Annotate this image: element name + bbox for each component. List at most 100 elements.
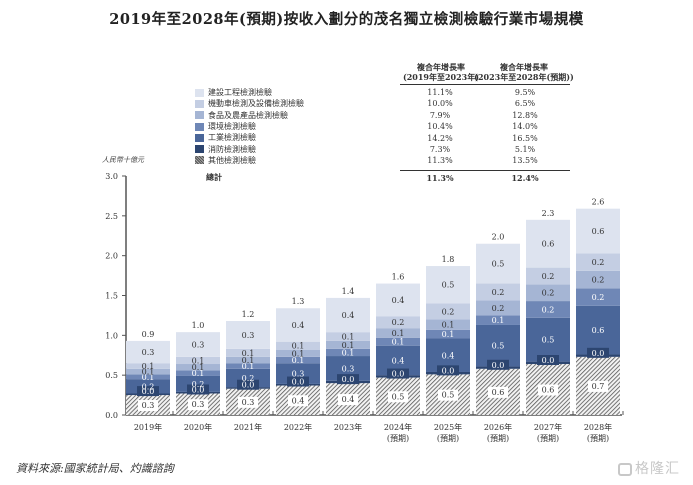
total-label: 1.4 xyxy=(342,287,355,296)
legend-label: 消防檢測檢驗 xyxy=(208,144,256,154)
bar-segment xyxy=(326,297,370,333)
bar-segment xyxy=(176,332,220,357)
segment-label: 0.2 xyxy=(592,276,605,285)
segment-label: 0.1 xyxy=(392,338,405,347)
segment-label: 0.0 xyxy=(492,361,505,370)
cagr-2019-2023-cell: 14.2% xyxy=(427,133,453,143)
bar-segment xyxy=(526,317,570,362)
segment-label: 0.1 xyxy=(292,349,305,358)
total-cagr-2019-2023: 11.3% xyxy=(426,173,454,183)
segment-label: 0.5 xyxy=(492,260,505,269)
bar-segment xyxy=(226,363,270,369)
bar-segment xyxy=(376,316,420,329)
bar-segment xyxy=(176,356,220,365)
watermark-logo-icon xyxy=(618,463,632,476)
label-bg xyxy=(138,400,158,412)
segment-label: 0.2 xyxy=(592,293,605,302)
segment-label: 0.2 xyxy=(492,288,505,297)
legend-swatch-environment xyxy=(195,122,204,131)
header-line2: (2019年至2023年) xyxy=(402,72,480,82)
segment-label: 0.0 xyxy=(542,356,555,365)
label-bg xyxy=(287,376,309,387)
y-axis-unit-label: 人民幣十億元 xyxy=(102,156,144,164)
segment-label: 0.3 xyxy=(142,401,155,410)
label-bg xyxy=(488,386,508,398)
bar-segment xyxy=(576,270,620,289)
bar-segment xyxy=(126,374,170,380)
total-label: 總計 xyxy=(206,172,222,182)
segment-label: 0.1 xyxy=(292,342,305,351)
x-category-label: 2028年 xyxy=(584,422,612,432)
bar-segment xyxy=(426,319,470,330)
bar-segment xyxy=(326,340,370,349)
cagr-2019-2023-cell: 10.4% xyxy=(427,122,453,132)
legend-label: 建設工程檢測檢驗 xyxy=(208,88,272,98)
legend-label: 工業檢測檢驗 xyxy=(208,133,256,143)
bar-segment xyxy=(476,243,520,284)
legend-item: 工業檢測檢驗 xyxy=(195,132,304,143)
cagr-2019-2023-cell: 7.9% xyxy=(429,110,451,120)
segment-label: 0.2 xyxy=(242,374,255,383)
chart-title: 2019年至2028年(預期)按收入劃分的茂名獨立檢測檢驗行業市場規模 xyxy=(109,11,584,28)
bar-segment xyxy=(126,340,170,364)
legend: 建設工程檢測檢驗 機動車檢測及設備檢測檢驗 食品及農產品檢測檢驗 環境檢測檢驗 … xyxy=(195,87,304,166)
legend-item: 其他檢測檢驗 xyxy=(195,155,304,166)
total-label: 0.9 xyxy=(142,330,155,339)
bar-segment xyxy=(376,328,420,338)
y-tick-label: 0.5 xyxy=(105,371,118,380)
legend-swatch-food xyxy=(195,111,204,120)
bar-segment xyxy=(326,348,370,357)
cagr-2019-2023-cell: 11.1% xyxy=(427,88,453,97)
label-bg xyxy=(288,395,308,407)
segment-label: 0.0 xyxy=(242,381,255,390)
cagr-2023-2028-cell: 6.5% xyxy=(514,99,536,109)
segment-label: 0.6 xyxy=(542,240,555,249)
total-label: 2.6 xyxy=(592,198,605,207)
segment-label: 0.2 xyxy=(542,272,555,281)
label-bg xyxy=(188,399,208,411)
legend-swatch-other xyxy=(195,156,204,165)
segment-label: 0.2 xyxy=(492,304,505,313)
cagr-2023-2028-cell: 12.8% xyxy=(512,110,538,120)
segment-label: 0.2 xyxy=(542,289,555,298)
x-category-label: 2024年 xyxy=(384,422,412,432)
total-label: 1.3 xyxy=(292,297,305,306)
segment-label: 0.6 xyxy=(542,386,555,395)
total-label: 1.8 xyxy=(442,255,455,264)
x-category-sublabel: (預期) xyxy=(487,434,509,443)
bar-segment xyxy=(526,284,570,302)
segment-label: 0.3 xyxy=(242,398,255,407)
segment-label: 0.6 xyxy=(492,388,505,397)
segment-label: 0.1 xyxy=(192,356,205,365)
bar-segment xyxy=(176,364,220,371)
cagr-2023-2028-cell: 14.0% xyxy=(512,122,538,132)
table-top-rule xyxy=(400,84,570,85)
bar-segment xyxy=(576,288,620,306)
label-bg xyxy=(387,368,409,379)
segment-label: 0.1 xyxy=(192,363,205,372)
segment-label: 0.1 xyxy=(442,330,455,339)
label-bg xyxy=(137,386,159,397)
legend-label: 機動車檢測及設備檢測檢驗 xyxy=(208,99,304,109)
legend-label: 其他檢測檢驗 xyxy=(208,155,256,165)
segment-label: 0.4 xyxy=(292,321,305,330)
segment-label: 0.2 xyxy=(392,318,405,327)
x-category-sublabel: (預期) xyxy=(537,434,559,443)
segment-label: 0.4 xyxy=(392,356,405,365)
segment-label: 0.0 xyxy=(142,387,155,396)
bar-segment xyxy=(376,283,420,317)
segment-label: 0.1 xyxy=(442,321,455,330)
bar-segment xyxy=(576,208,620,254)
segment-label: 0.6 xyxy=(592,326,605,335)
label-bg xyxy=(338,394,358,406)
segment-label: 0.1 xyxy=(342,348,355,357)
label-bg xyxy=(438,389,458,401)
header-line2: (2023年至2028年(預期)) xyxy=(474,72,574,82)
y-tick-label: 2.5 xyxy=(105,212,118,221)
bar-group: 0.6 0.0 0.5 0.2 0.2 0.2 0.6 2.3 2027年 (預期) xyxy=(526,209,570,443)
bar-segment xyxy=(326,332,370,341)
bar-segment xyxy=(526,219,570,268)
